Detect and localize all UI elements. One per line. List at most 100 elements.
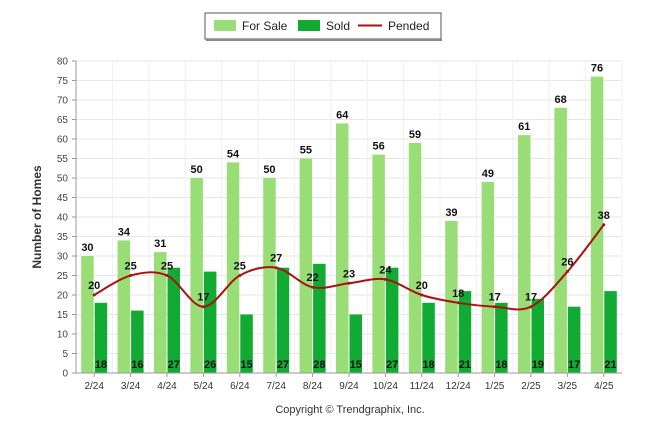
- pended-point: [602, 223, 606, 227]
- legend-label-pended: Pended: [388, 19, 429, 33]
- x-tick-label: 7/24: [266, 381, 286, 392]
- sold-value-label: 17: [568, 359, 580, 371]
- x-tick-label: 2/25: [521, 381, 541, 392]
- pended-value-label: 26: [561, 257, 573, 269]
- y-tick-label: 65: [57, 115, 69, 126]
- sold-value-label: 18: [495, 359, 507, 371]
- pended-value-label: 25: [234, 261, 246, 273]
- y-tick-label: 0: [62, 369, 68, 380]
- sold-value-label: 21: [459, 359, 471, 371]
- pended-point: [201, 305, 205, 309]
- legend-swatch-for-sale: [214, 20, 236, 31]
- for-sale-value-label: 50: [191, 164, 203, 176]
- x-tick-label: 9/24: [339, 381, 359, 392]
- pended-value-label: 20: [88, 280, 100, 292]
- pended-point: [456, 301, 460, 305]
- y-tick-label: 35: [57, 232, 69, 243]
- bar-sold: [495, 302, 508, 373]
- x-tick-label: 2/24: [84, 381, 104, 392]
- pended-value-label: 27: [270, 253, 282, 265]
- pended-value-label: 38: [598, 210, 610, 222]
- y-tick-label: 40: [57, 213, 69, 224]
- for-sale-value-label: 59: [409, 129, 421, 141]
- bar-sold: [531, 298, 544, 373]
- y-tick-label: 10: [57, 330, 69, 341]
- y-tick-label: 30: [57, 252, 69, 263]
- bar-sold: [349, 314, 362, 373]
- pended-point: [311, 285, 315, 289]
- sold-value-label: 19: [532, 359, 544, 371]
- pended-point: [420, 293, 424, 297]
- for-sale-value-label: 55: [300, 145, 312, 157]
- bar-for-sale: [554, 107, 567, 374]
- bar-for-sale: [445, 220, 458, 373]
- bar-sold: [276, 267, 290, 373]
- bar-sold: [203, 271, 217, 373]
- pended-point: [274, 266, 278, 270]
- bar-sold: [240, 314, 253, 373]
- x-tick-label: 4/24: [157, 381, 177, 392]
- bar-for-sale: [590, 76, 604, 373]
- bar-sold: [167, 267, 180, 373]
- sold-value-label: 26: [204, 359, 216, 371]
- legend-box: [204, 12, 442, 40]
- for-sale-value-label: 50: [263, 164, 275, 176]
- bar-for-sale: [154, 252, 167, 373]
- sold-value-label: 27: [386, 359, 398, 371]
- bars: [81, 76, 617, 374]
- pended-value-label: 18: [452, 288, 464, 300]
- for-sale-value-label: 68: [555, 94, 567, 106]
- legend: For Sale Sold Pended: [204, 12, 442, 41]
- y-axis-label: Number of Homes: [30, 165, 44, 269]
- x-tick-label: 10/24: [373, 381, 398, 392]
- bar-for-sale: [81, 256, 94, 373]
- for-sale-value-label: 61: [518, 121, 530, 133]
- for-sale-value-label: 54: [227, 148, 240, 160]
- pended-value-label: 24: [379, 264, 392, 276]
- for-sale-value-label: 56: [373, 141, 385, 153]
- bar-for-sale: [518, 135, 531, 373]
- y-tick-label: 75: [57, 76, 69, 87]
- for-sale-value-label: 64: [336, 109, 349, 121]
- for-sale-value-label: 49: [482, 168, 494, 180]
- for-sale-value-label: 34: [118, 226, 131, 238]
- bar-for-sale: [226, 162, 240, 373]
- for-sale-value-label: 76: [591, 63, 603, 75]
- bar-sold: [131, 310, 144, 373]
- pended-value-label: 23: [343, 268, 355, 280]
- bar-for-sale: [372, 154, 385, 373]
- pended-value-label: 22: [306, 272, 318, 284]
- x-tick-label: 1/25: [485, 381, 505, 392]
- bar-for-sale: [190, 178, 203, 373]
- sold-value-label: 27: [277, 359, 289, 371]
- bar-sold: [94, 302, 108, 373]
- pended-line: [92, 223, 606, 311]
- pended-value-label: 20: [416, 280, 428, 292]
- axes: 0 5 10 15 20 25 30 35 40 45 50 55 60 65 70 75 80 2/24 3/24…: [57, 57, 622, 392]
- x-tick-label: 12/24: [446, 381, 471, 392]
- sold-value-label: 15: [240, 359, 252, 371]
- pended-point: [238, 274, 242, 277]
- bar-sold: [422, 302, 435, 373]
- pended-point: [565, 270, 569, 274]
- pended-value-label: 25: [161, 261, 173, 273]
- y-tick-label: 80: [57, 57, 69, 68]
- grid: [75, 60, 623, 374]
- bar-for-sale: [263, 178, 276, 373]
- y-tick-label: 60: [57, 135, 69, 146]
- pended-point: [165, 274, 169, 277]
- x-tick-label: 3/25: [558, 381, 578, 392]
- bar-for-sale: [481, 181, 495, 373]
- y-tick-label: 70: [57, 96, 69, 107]
- bar-sold: [385, 267, 399, 373]
- bar-for-sale: [299, 158, 313, 373]
- data-labels: 30 18 20 34 16 25 31 27 25 50 26 17 54 15 25 50 27 27 55 28…: [81, 63, 616, 371]
- pended-value-label: 17: [488, 292, 500, 304]
- legend-swatch-sold: [298, 20, 320, 31]
- legend-label-for-sale: For Sale: [242, 19, 288, 33]
- legend-label-sold: Sold: [326, 19, 350, 33]
- y-tick-label: 45: [57, 193, 69, 204]
- bar-for-sale: [336, 123, 349, 374]
- x-tick-label: 3/24: [121, 381, 141, 392]
